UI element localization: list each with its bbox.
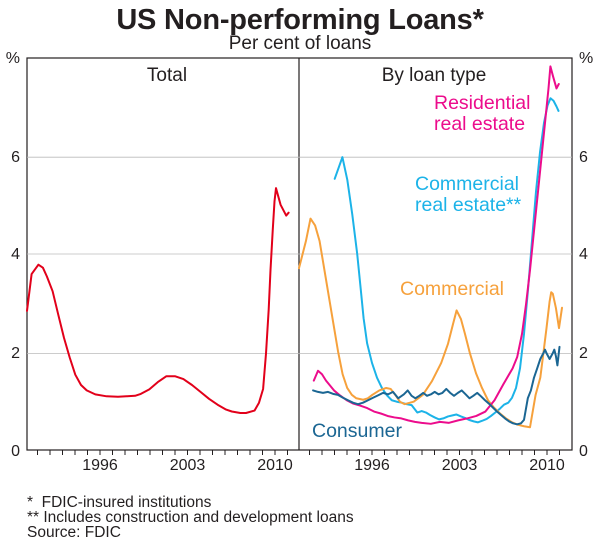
svg-text:Commercial: Commercial	[415, 173, 519, 195]
svg-text:2003: 2003	[442, 457, 478, 474]
svg-text:4: 4	[579, 246, 588, 263]
svg-text:real estate**: real estate**	[415, 194, 522, 216]
svg-text:2003: 2003	[170, 457, 206, 474]
svg-text:2010: 2010	[257, 457, 293, 474]
svg-text:0: 0	[11, 443, 20, 460]
svg-text:6: 6	[11, 149, 20, 166]
svg-text:%: %	[579, 50, 593, 67]
svg-text:4: 4	[11, 246, 20, 263]
svg-text:6: 6	[579, 149, 588, 166]
svg-text:Commercial: Commercial	[400, 278, 504, 300]
svg-text:1996: 1996	[82, 457, 118, 474]
svg-text:1996: 1996	[354, 457, 390, 474]
svg-text:%: %	[6, 50, 20, 67]
svg-text:Residential: Residential	[434, 92, 530, 114]
svg-text:real estate: real estate	[434, 113, 525, 135]
svg-text:Total: Total	[147, 65, 187, 86]
svg-text:0: 0	[579, 443, 588, 460]
svg-text:2: 2	[11, 345, 20, 362]
svg-text:2010: 2010	[529, 457, 565, 474]
svg-text:By loan type: By loan type	[382, 65, 487, 86]
svg-text:2: 2	[579, 345, 588, 362]
svg-text:Consumer: Consumer	[312, 420, 402, 442]
